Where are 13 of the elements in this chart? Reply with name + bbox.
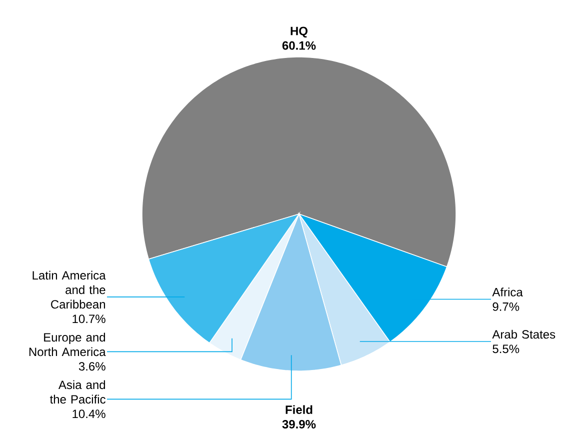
slice-label: Europe and North America <box>29 332 106 356</box>
data-label: 5.5% <box>492 344 520 354</box>
data-label: 10.7% <box>72 314 106 324</box>
text: Field 39.9% <box>282 405 316 429</box>
slice-label: Africa <box>492 288 523 296</box>
slice-label: Latin America and the Caribbean <box>32 270 106 309</box>
data-label: 60.1% <box>282 41 316 50</box>
slice-label: HQ <box>290 26 308 38</box>
slice-label: Arab States <box>492 330 556 339</box>
data-label: 9.7% <box>492 302 520 311</box>
data-label: 3.6% <box>78 362 106 371</box>
data-label: 10.4% <box>72 410 106 418</box>
slice-label: Asia and the Pacific <box>50 380 106 404</box>
